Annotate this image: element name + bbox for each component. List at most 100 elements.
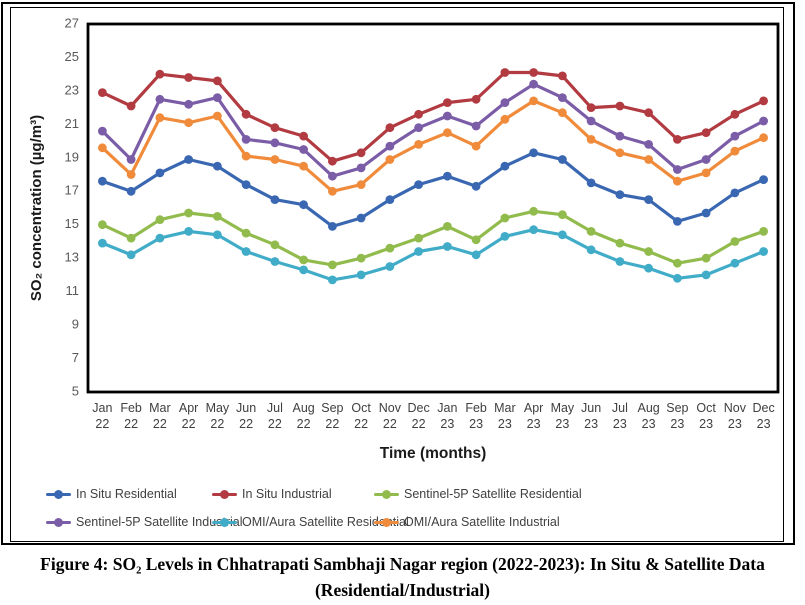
y-tick-label: 27	[65, 15, 79, 30]
data-point-marker	[213, 76, 222, 86]
figure-caption-line2: (Residential/Industrial)	[314, 580, 491, 600]
x-tick-label-month: Aug	[638, 401, 660, 415]
x-tick-label-month: Mar	[494, 401, 516, 415]
data-point-marker	[500, 213, 510, 223]
data-point-marker	[328, 275, 337, 285]
x-tick-label-year: 23	[642, 417, 656, 431]
data-point-marker	[414, 109, 423, 119]
data-point-marker	[213, 230, 222, 240]
data-point-marker	[155, 215, 165, 225]
x-tick-label-year: 23	[613, 417, 627, 431]
series-line	[100, 99, 766, 193]
data-point-marker	[615, 238, 625, 248]
data-point-marker	[529, 148, 538, 158]
data-point-marker	[270, 257, 280, 266]
y-tick-label: 15	[65, 216, 79, 231]
x-tick-label-month: Feb	[120, 401, 142, 415]
data-point-marker	[443, 98, 452, 107]
data-point-marker	[241, 228, 251, 238]
data-point-marker	[270, 195, 280, 205]
data-point-marker	[673, 176, 682, 186]
data-point-marker	[701, 168, 711, 178]
data-point-marker	[529, 79, 538, 89]
data-point-marker	[328, 222, 337, 231]
data-point-marker	[98, 126, 107, 136]
data-point-marker	[356, 180, 366, 190]
data-point-marker	[500, 161, 510, 171]
data-point-marker	[155, 69, 165, 79]
data-point-marker	[241, 247, 251, 256]
data-point-marker	[730, 109, 740, 119]
x-tick-label-month: Aug	[293, 401, 315, 415]
data-point-marker	[529, 68, 538, 77]
data-point-marker	[701, 270, 711, 280]
data-point-marker	[443, 242, 452, 251]
data-point-marker	[126, 233, 136, 243]
data-point-marker	[241, 151, 251, 161]
x-tick-label-year: 22	[297, 417, 311, 431]
x-tick-label-year: 22	[153, 417, 167, 431]
data-point-marker	[558, 108, 567, 118]
series-line	[100, 209, 766, 267]
data-point-marker	[615, 190, 625, 200]
data-point-marker	[673, 217, 682, 226]
series-in-situ-residential	[98, 148, 768, 231]
data-point-marker	[241, 180, 251, 190]
data-point-marker	[615, 101, 625, 111]
x-tick-label-year: 22	[239, 417, 253, 431]
data-point-marker	[385, 243, 395, 253]
y-axis-title: SO₂ concentration (µg/m³)	[28, 115, 45, 301]
data-point-marker	[673, 258, 682, 268]
data-point-marker	[356, 163, 366, 173]
data-point-marker	[529, 225, 538, 235]
x-tick-label-year: 22	[354, 417, 368, 431]
data-point-marker	[184, 99, 194, 109]
series-line	[100, 228, 766, 282]
data-point-marker	[644, 195, 653, 205]
data-point-marker	[98, 143, 107, 153]
data-point-marker	[126, 186, 136, 196]
so2-line-chart: 5 7 9 11 13 15 17 19 21 23 25 27 Jan 22 Feb 22 Mar 22 Apr 2…	[28, 15, 780, 462]
data-point-marker	[213, 111, 222, 121]
data-point-marker	[558, 155, 567, 164]
data-point-marker	[241, 135, 251, 144]
series-in-situ-industrial	[98, 68, 768, 166]
data-point-marker	[356, 148, 366, 158]
x-tick-label-year: 23	[555, 417, 569, 431]
y-tick-label: 5	[72, 383, 79, 398]
data-point-marker	[586, 103, 596, 112]
data-point-marker	[328, 186, 337, 196]
y-tick-label: 17	[65, 183, 79, 198]
x-tick-label-month: Jun	[236, 401, 256, 415]
data-point-marker	[98, 88, 107, 97]
data-point-marker	[471, 250, 481, 260]
x-tick-label-year: 22	[95, 417, 109, 431]
data-point-marker	[443, 111, 452, 121]
data-point-marker	[759, 247, 768, 256]
data-point-marker	[126, 250, 136, 260]
data-point-marker	[98, 220, 107, 230]
data-point-marker	[759, 175, 768, 185]
x-tick-label-month: Sep	[321, 401, 343, 415]
figure-caption: Figure 4: SO₂ Levels in Chhatrapati Samb…	[0, 551, 805, 603]
data-point-marker	[414, 233, 423, 243]
data-point-marker	[615, 131, 625, 141]
data-point-marker	[443, 171, 452, 181]
x-tick-label-month: Oct	[696, 401, 716, 415]
x-tick-label-month: Oct	[351, 401, 371, 415]
x-tick-label-year: 23	[440, 417, 454, 431]
x-tick-label-month: Sep	[666, 401, 688, 415]
x-tick-label-year: 22	[182, 417, 196, 431]
x-tick-label-month: Dec	[753, 401, 775, 415]
data-point-marker	[155, 94, 165, 104]
data-point-marker	[529, 96, 538, 106]
x-tick-label-month: May	[206, 401, 230, 415]
x-tick-label-month: Jul	[267, 401, 283, 415]
data-point-marker	[414, 123, 423, 133]
data-point-marker	[701, 128, 711, 138]
data-point-marker	[759, 133, 768, 143]
data-point-marker	[500, 232, 510, 241]
data-point-marker	[471, 181, 481, 191]
data-point-marker	[673, 165, 682, 174]
